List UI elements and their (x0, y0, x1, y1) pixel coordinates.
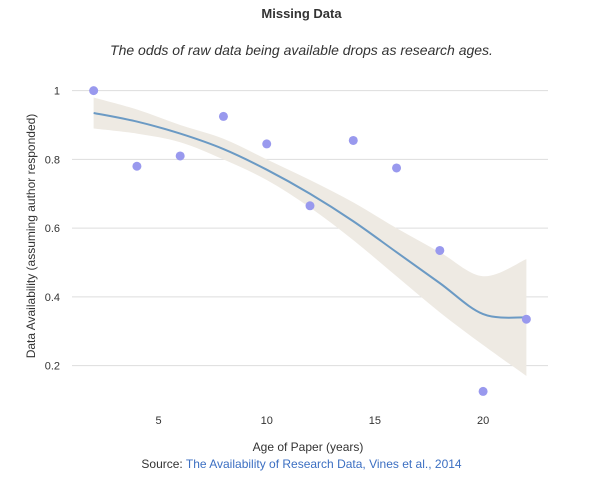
y-tick-label: 0.4 (45, 292, 60, 304)
chart-title: Missing Data (261, 6, 342, 21)
x-tick-label: 10 (261, 415, 273, 427)
data-point (89, 86, 99, 96)
data-point (521, 314, 531, 324)
chart-subtitle: The odds of raw data being available dro… (110, 42, 493, 58)
y-tick-label: 0.6 (45, 223, 60, 235)
x-tick-label: 20 (477, 415, 489, 427)
x-axis-ticks: 5 10 15 20 (155, 415, 489, 427)
source-link[interactable]: The Availability of Research Data, Vines… (185, 457, 462, 471)
source-prefix: Source: (141, 457, 183, 471)
data-point (175, 151, 185, 161)
data-point (132, 161, 142, 171)
data-point (305, 201, 315, 211)
data-point (435, 245, 445, 255)
y-axis-title: Data Availability (assuming author respo… (24, 114, 38, 359)
source-line: Source: The Availability of Research Dat… (0, 457, 603, 471)
data-points (89, 86, 531, 396)
y-tick-label: 0.2 (45, 361, 60, 373)
data-point (348, 135, 358, 145)
x-tick-label: 15 (369, 415, 381, 427)
y-axis-ticks: 0.2 0.4 0.6 0.8 1 (45, 86, 60, 373)
trend-line (93, 111, 527, 319)
data-point (478, 386, 488, 396)
confidence-band (93, 97, 527, 376)
x-axis-title: Age of Paper (years) (253, 440, 364, 454)
data-point (392, 163, 402, 173)
data-point (218, 111, 228, 121)
y-tick-label: 1 (54, 86, 60, 98)
y-tick-label: 0.8 (45, 154, 60, 166)
x-tick-label: 5 (155, 415, 161, 427)
data-point (262, 139, 272, 149)
